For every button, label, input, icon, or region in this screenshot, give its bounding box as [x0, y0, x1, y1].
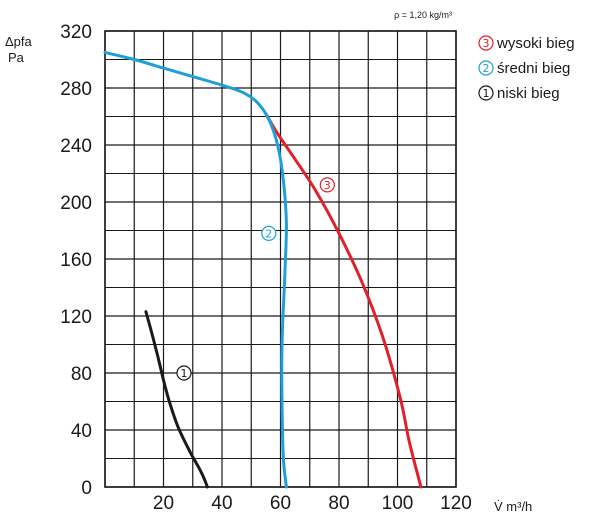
x-tick-label: 20	[153, 493, 174, 514]
series-line-s1	[144, 310, 209, 489]
legend-item: 2 średni bieg	[478, 60, 570, 77]
legend-label: średni bieg	[497, 60, 570, 77]
curve-marker-number: 1	[180, 367, 187, 380]
legend-marker-number: 2	[483, 62, 490, 75]
legend-marker-circle	[478, 85, 494, 101]
legend-marker-circle	[478, 35, 494, 51]
legend-marker-number: 1	[483, 87, 490, 100]
density-note: ρ = 1,20 kg/m³	[394, 10, 452, 20]
series-line-s2	[103, 50, 288, 489]
curve-marker-number: 2	[265, 227, 272, 240]
y-tick-label: 200	[60, 193, 92, 214]
legend-item: 1 niski bieg	[478, 85, 560, 102]
grid	[104, 30, 457, 488]
curve-marker-s3: 3	[319, 177, 335, 193]
y-tick-label: 40	[71, 421, 92, 442]
curve-marker-circle	[319, 177, 335, 193]
y-tick-label: 120	[60, 307, 92, 328]
curves	[103, 50, 423, 489]
curve-marker-number: 3	[324, 179, 331, 192]
plot-frame	[104, 30, 457, 488]
x-tick-label: 80	[328, 493, 349, 514]
x-tick-label: 100	[382, 493, 414, 514]
y-tick-label: 0	[81, 478, 92, 499]
curve-marker-s1: 1	[176, 365, 192, 381]
x-tick-label: 40	[211, 493, 232, 514]
legend-label: niski bieg	[497, 85, 560, 102]
tick-labels: 0 40 80 120 160 200 240 280 320 20 40 60 80 100 120	[60, 22, 472, 514]
x-tick-label: 120	[440, 493, 472, 514]
series-line-s3	[264, 112, 423, 489]
y-tick-label: 80	[71, 364, 92, 385]
y-tick-label: 320	[60, 22, 92, 43]
curve-labels: 3 2 1	[176, 177, 335, 381]
curve-marker-circle	[176, 365, 192, 381]
y-tick-label: 160	[60, 250, 92, 271]
y-axis-unit: Pa	[8, 50, 25, 65]
x-axis-label: V̇ m³/h	[494, 499, 532, 514]
curve-marker-circle	[261, 225, 277, 241]
legend-label: wysoki bieg	[496, 35, 575, 52]
y-axis-label: Δpfa	[5, 34, 33, 49]
curve-marker-s2: 2	[261, 225, 277, 241]
legend-marker-circle	[478, 60, 494, 76]
y-tick-label: 240	[60, 136, 92, 157]
y-tick-label: 280	[60, 79, 92, 100]
legend: 3 wysoki bieg 2 średni bieg 1 niski bieg	[478, 35, 575, 102]
legend-marker-number: 3	[483, 37, 490, 50]
x-tick-label: 60	[270, 493, 291, 514]
legend-item: 3 wysoki bieg	[478, 35, 575, 52]
